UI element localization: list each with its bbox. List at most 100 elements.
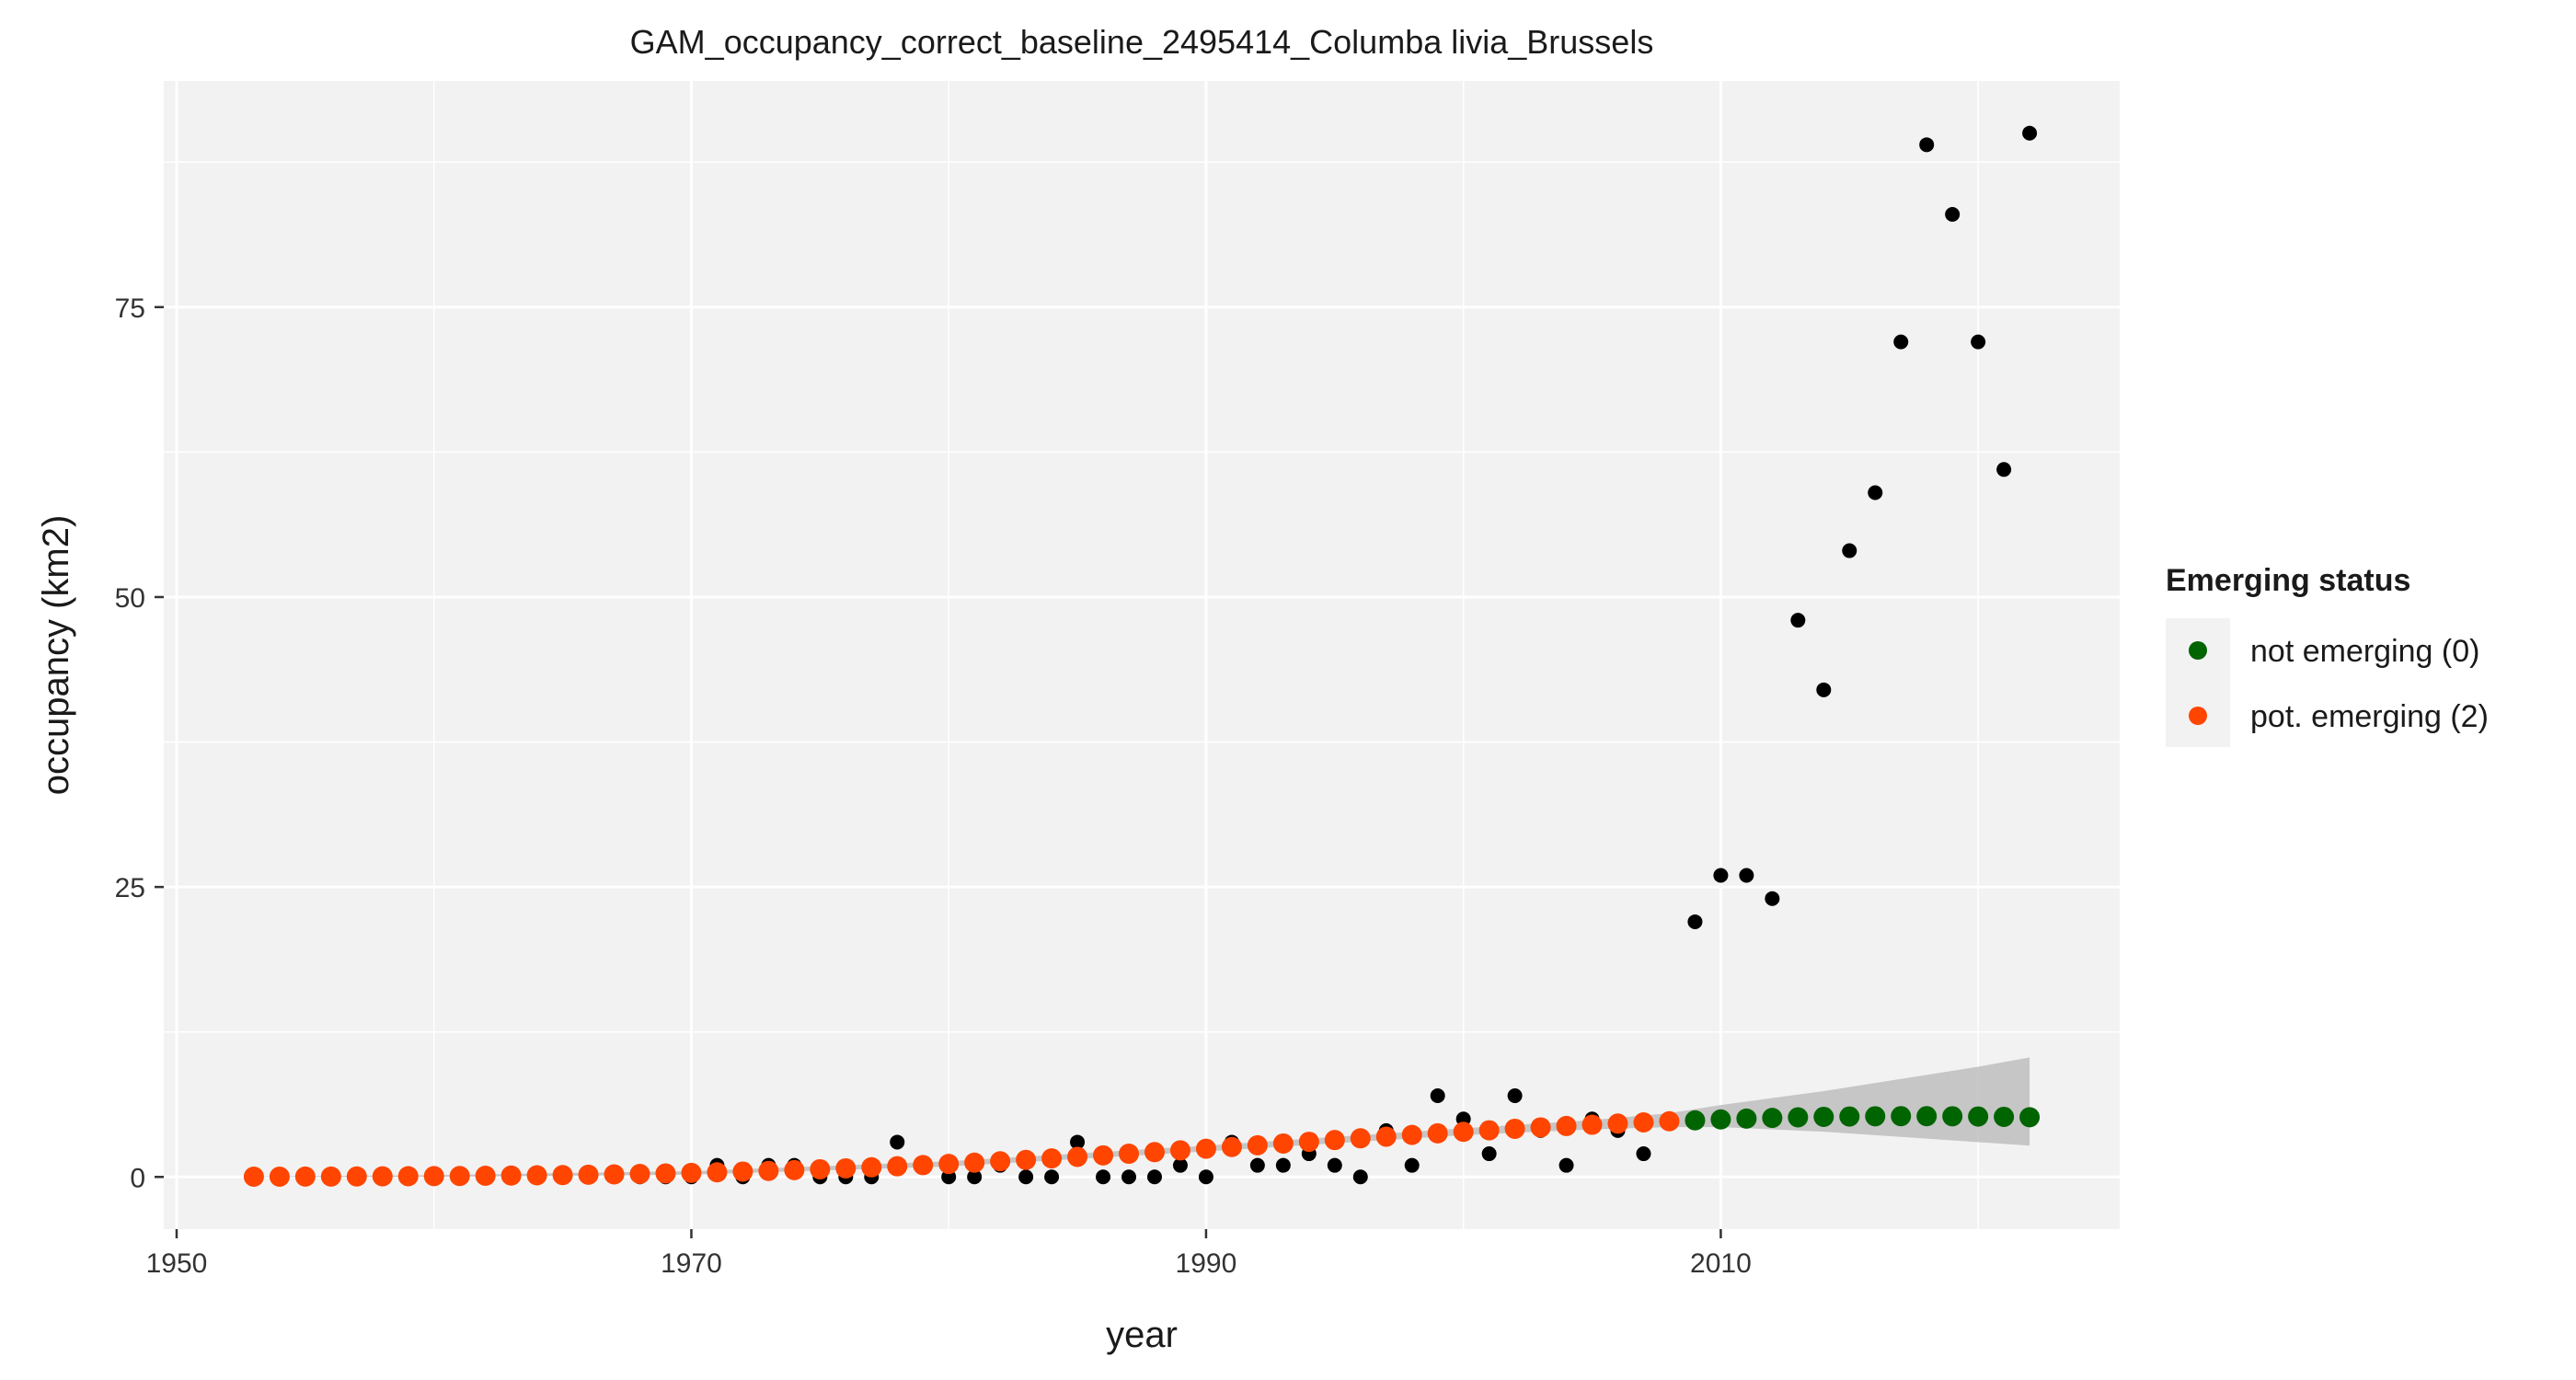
legend-title: Emerging status xyxy=(2166,563,2410,598)
observed-point xyxy=(1765,891,1780,906)
grid xyxy=(164,81,2120,1229)
observed-point xyxy=(1096,1169,1111,1185)
fitted-point xyxy=(887,1156,908,1177)
fitted-point xyxy=(1968,1106,1989,1127)
fitted-point xyxy=(1093,1144,1114,1166)
y-tick-label: 0 xyxy=(130,1163,145,1193)
fitted-point xyxy=(681,1162,702,1183)
fitted-point xyxy=(655,1163,676,1184)
fitted-point xyxy=(1607,1113,1628,1134)
fitted-point xyxy=(629,1163,650,1184)
legend: Emerging status not emerging (0) pot. em… xyxy=(2166,563,2489,747)
fitted-point xyxy=(294,1166,316,1187)
fitted-points xyxy=(243,1106,2041,1188)
observed-point xyxy=(1739,868,1754,883)
observed-point xyxy=(2022,125,2038,141)
fitted-point xyxy=(1865,1106,1886,1127)
fitted-point xyxy=(1401,1124,1422,1145)
fitted-point xyxy=(1736,1108,1757,1129)
x-axis-title: year xyxy=(1106,1315,1178,1355)
x-tick-label: 1950 xyxy=(146,1248,208,1279)
fitted-point xyxy=(1427,1122,1448,1144)
observed-point xyxy=(1198,1169,1213,1185)
observed-point xyxy=(890,1134,905,1150)
fitted-point xyxy=(1942,1106,1963,1127)
fitted-point xyxy=(552,1165,573,1186)
fitted-point xyxy=(1169,1140,1190,1161)
observed-point xyxy=(1971,334,1986,350)
fitted-point xyxy=(1556,1115,1577,1136)
observed-point xyxy=(1275,1157,1291,1173)
legend-key-background xyxy=(2166,618,2230,747)
fitted-point xyxy=(732,1161,753,1182)
fitted-point xyxy=(1016,1149,1037,1170)
observed-point xyxy=(1636,1146,1651,1162)
fitted-point xyxy=(1762,1108,1783,1129)
observed-point xyxy=(1018,1169,1034,1185)
fitted-point xyxy=(243,1167,264,1188)
observed-point xyxy=(1996,462,2012,477)
fitted-point xyxy=(1144,1142,1165,1163)
fitted-point xyxy=(1916,1106,1938,1127)
fitted-point xyxy=(1504,1118,1525,1139)
fitted-point xyxy=(1839,1106,1860,1127)
fitted-point xyxy=(423,1166,444,1187)
fitted-point xyxy=(578,1164,599,1185)
observed-point xyxy=(1172,1157,1188,1173)
fitted-point xyxy=(861,1156,882,1178)
axes: 1950 1970 1990 2010 0 25 50 75 xyxy=(115,293,1752,1279)
fitted-point xyxy=(1453,1121,1474,1143)
observed-point xyxy=(1121,1169,1137,1185)
plot-panel xyxy=(164,81,2120,1229)
fitted-point xyxy=(1581,1114,1603,1135)
fitted-point xyxy=(1994,1106,2015,1127)
fitted-point xyxy=(810,1158,831,1179)
observed-point xyxy=(1893,334,1909,350)
legend-label-not-emerging: not emerging (0) xyxy=(2250,634,2479,669)
observed-point xyxy=(1430,1088,1445,1104)
fitted-point xyxy=(1813,1106,1834,1127)
fitted-point xyxy=(1685,1110,1706,1131)
y-axis-title: occupancy (km2) xyxy=(36,515,76,796)
fitted-point xyxy=(1041,1148,1063,1169)
fitted-point xyxy=(1710,1109,1731,1130)
fitted-point xyxy=(835,1157,857,1179)
legend-key-not-emerging xyxy=(2189,641,2207,660)
observed-point xyxy=(1352,1169,1368,1185)
observed-point xyxy=(1713,868,1729,883)
fitted-point xyxy=(758,1160,779,1181)
fitted-point xyxy=(1530,1117,1551,1138)
fitted-point xyxy=(2019,1107,2041,1128)
fitted-point xyxy=(372,1166,393,1187)
fitted-point xyxy=(784,1159,805,1180)
fitted-point xyxy=(1119,1144,1140,1165)
observed-point xyxy=(1842,543,1857,558)
fitted-point xyxy=(1195,1138,1216,1159)
fitted-point xyxy=(475,1166,496,1187)
chart-title: GAM_occupancy_correct_baseline_2495414_C… xyxy=(630,23,1654,61)
fitted-point xyxy=(938,1154,960,1175)
y-tick-label: 25 xyxy=(115,873,145,903)
observed-point xyxy=(1868,485,1883,500)
fitted-point xyxy=(1659,1110,1680,1132)
fitted-point xyxy=(1788,1107,1809,1128)
fitted-point xyxy=(1298,1132,1319,1153)
observed-point xyxy=(1249,1157,1265,1173)
fitted-point xyxy=(500,1165,522,1186)
legend-key-pot-emerging xyxy=(2189,707,2207,725)
observed-point xyxy=(1945,206,1961,222)
fitted-point xyxy=(964,1152,985,1173)
observed-point xyxy=(1327,1157,1342,1173)
observed-point xyxy=(1919,137,1935,153)
observed-point xyxy=(1558,1157,1574,1173)
fitted-point xyxy=(526,1165,547,1186)
fitted-point xyxy=(1350,1128,1371,1149)
observed-point xyxy=(1044,1169,1060,1185)
observed-point xyxy=(1790,613,1806,628)
x-tick-label: 2010 xyxy=(1690,1248,1752,1279)
fitted-point xyxy=(1272,1133,1294,1154)
fitted-point xyxy=(1067,1146,1088,1167)
fitted-point xyxy=(397,1166,419,1187)
observed-point xyxy=(967,1169,983,1185)
